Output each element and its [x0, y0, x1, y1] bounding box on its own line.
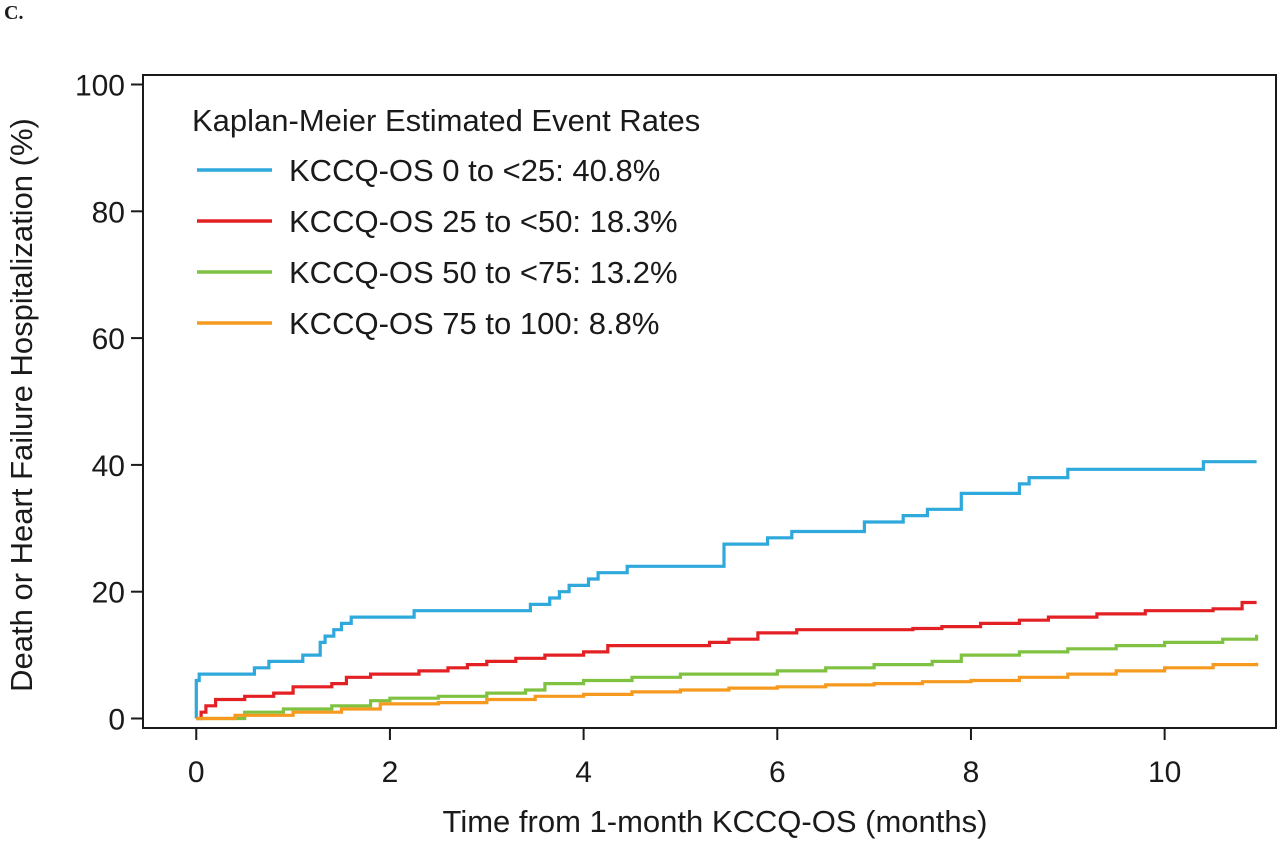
y-axis-ticks: 0 20 40 60 80 100 — [75, 70, 143, 736]
x-tick-label: 8 — [963, 756, 980, 789]
legend-entry-1: KCCQ-OS 0 to <25: 40.8% — [289, 153, 660, 188]
y-tick-label: 100 — [75, 70, 125, 103]
series-line-2 — [196, 600, 1257, 721]
y-tick-label: 80 — [92, 196, 125, 229]
x-axis-label: Time from 1-month KCCQ-OS (months) — [443, 804, 988, 839]
x-tick-label: 10 — [1148, 756, 1181, 789]
legend-entry-2: KCCQ-OS 25 to <50: 18.3% — [289, 204, 678, 239]
series-lines — [194, 460, 1259, 721]
y-tick-label: 0 — [108, 703, 125, 736]
panel-label: C. — [4, 2, 24, 24]
series-line-4 — [196, 662, 1259, 721]
legend-entry-4: KCCQ-OS 75 to 100: 8.8% — [289, 306, 659, 341]
y-axis-label: Death or Heart Failure Hospitalization (… — [4, 118, 39, 692]
x-tick-label: 6 — [769, 756, 786, 789]
y-tick-label: 40 — [92, 450, 125, 483]
plot-frame — [142, 74, 1277, 729]
legend-title: Kaplan-Meier Estimated Event Rates — [192, 103, 700, 138]
x-axis-ticks: 0 2 4 6 8 10 — [188, 728, 1181, 789]
y-tick-label: 60 — [92, 323, 125, 356]
legend: Kaplan-Meier Estimated Event Rates KCCQ-… — [192, 103, 700, 341]
series-line-1 — [194, 460, 1257, 719]
x-tick-label: 0 — [188, 756, 205, 789]
x-tick-label: 2 — [382, 756, 399, 789]
series-line-3 — [196, 634, 1259, 721]
y-tick-label: 20 — [92, 577, 125, 610]
legend-entry-3: KCCQ-OS 50 to <75: 13.2% — [289, 255, 678, 290]
x-tick-label: 4 — [575, 756, 592, 789]
